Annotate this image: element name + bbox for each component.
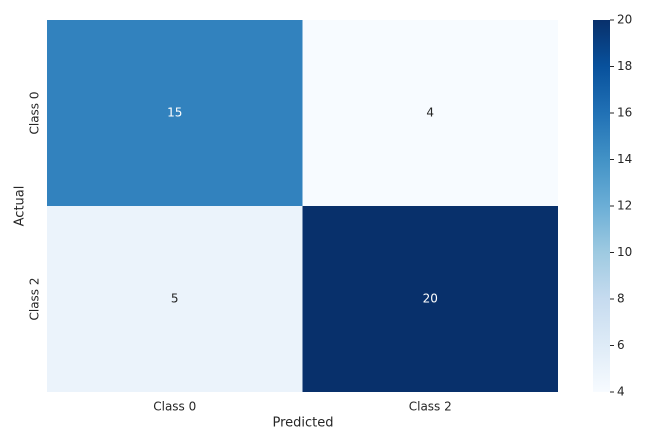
heatmap-cell: [47, 206, 303, 392]
heatmap-cell: [302, 206, 558, 392]
colorbar-tick-label: 20: [617, 13, 632, 27]
colorbar-tick-label: 14: [617, 152, 632, 166]
heatmap-cell: [302, 20, 558, 206]
colorbar: [593, 20, 610, 392]
x-axis-title: Predicted: [272, 416, 333, 431]
y-tick-label: Class 2: [28, 277, 42, 320]
colorbar-tick-label: 8: [617, 292, 625, 306]
colorbar-tick-label: 10: [617, 245, 632, 259]
colorbar-tick-label: 16: [617, 106, 632, 120]
cell-label: 20: [423, 292, 438, 306]
x-tick-label: Class 0: [153, 400, 196, 414]
colorbar-tick-label: 6: [617, 338, 625, 352]
colorbar-tick-label: 18: [617, 59, 632, 73]
colorbar-tick-label: 4: [617, 385, 625, 399]
heatmap-cell: [47, 20, 303, 206]
cell-label: 5: [171, 292, 179, 306]
cell-label: 15: [167, 106, 182, 120]
colorbar-tick-label: 12: [617, 199, 632, 213]
y-axis-title: Actual: [13, 186, 28, 227]
cell-label: 4: [426, 106, 434, 120]
x-tick-label: Class 2: [409, 400, 452, 414]
y-tick-label: Class 0: [28, 91, 42, 134]
